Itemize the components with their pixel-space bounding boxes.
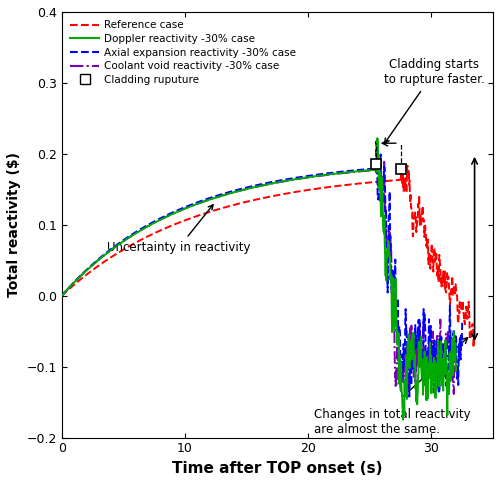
X-axis label: Time after TOP onset (s): Time after TOP onset (s) [172, 461, 382, 476]
Text: Changes in total reactivity
are almost the same.: Changes in total reactivity are almost t… [314, 408, 471, 436]
Text: Uncertainty in reactivity: Uncertainty in reactivity [107, 205, 251, 254]
Y-axis label: Total reactivity ($): Total reactivity ($) [7, 152, 21, 298]
Text: Cladding starts
to rupture faster.: Cladding starts to rupture faster. [384, 58, 484, 143]
Legend: Reference case, Doppler reactivity -30% case, Axial expansion reactivity -30% ca: Reference case, Doppler reactivity -30% … [67, 17, 300, 88]
